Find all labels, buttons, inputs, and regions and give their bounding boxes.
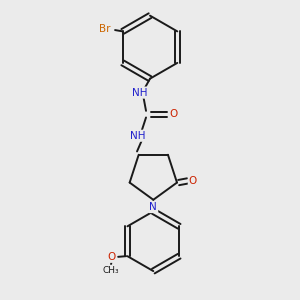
Text: O: O [107,252,116,262]
Text: O: O [189,176,197,186]
Text: N: N [149,202,157,212]
Text: NH: NH [130,131,145,141]
Text: O: O [169,109,177,119]
Text: CH₃: CH₃ [103,266,119,274]
Text: NH: NH [132,88,148,98]
Text: Br: Br [99,24,110,34]
